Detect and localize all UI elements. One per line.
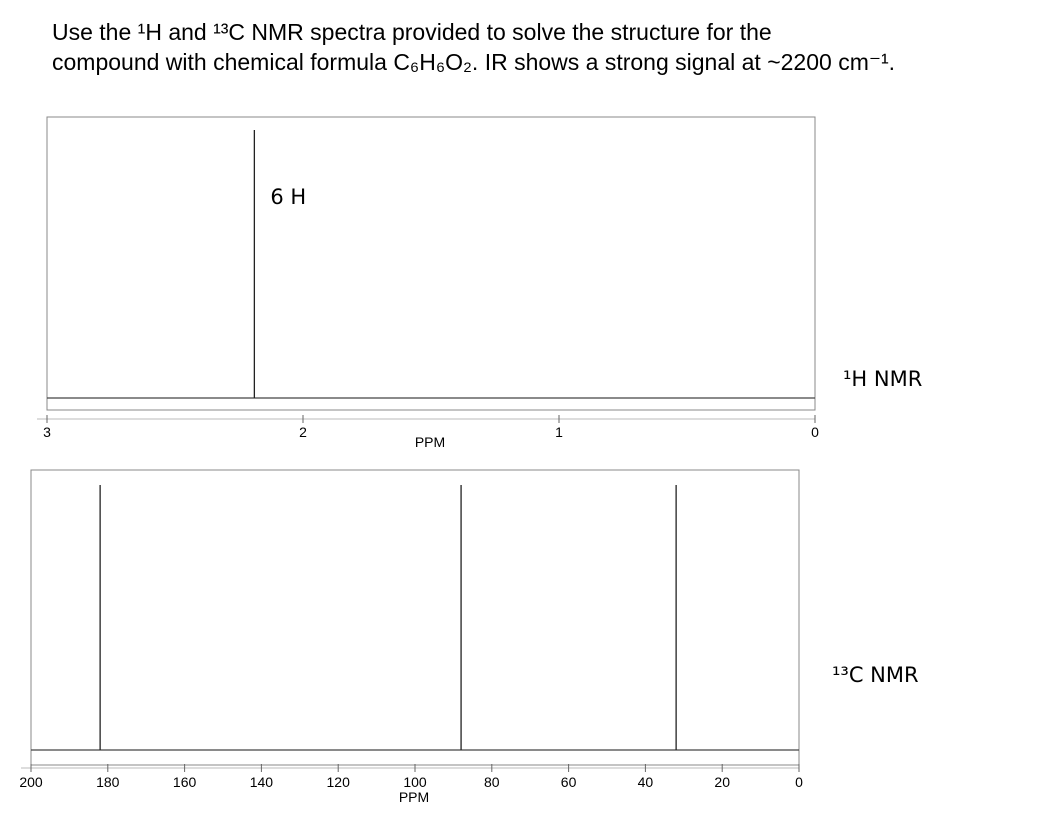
x-tick-label: 120 <box>327 774 351 790</box>
x-tick-label: 80 <box>484 774 500 790</box>
question-line: compound with chemical formula C₆H₆O₂. I… <box>52 49 895 75</box>
x-tick-label: 180 <box>96 774 120 790</box>
x-tick-label: 60 <box>561 774 577 790</box>
spectrum-label: ¹³C NMR <box>832 663 919 687</box>
peak-annotation: 6 H <box>270 185 306 209</box>
plot-frame <box>46 116 816 411</box>
x-tick-label: 140 <box>250 774 274 790</box>
x-tick-label: 40 <box>638 774 654 790</box>
question-line: Use the ¹H and ¹³C NMR spectra provided … <box>52 19 772 45</box>
x-tick-label: 160 <box>173 774 197 790</box>
x-tick-label: 1 <box>555 424 563 440</box>
x-tick-label: 0 <box>795 774 803 790</box>
x-axis-label: PPM <box>415 434 445 450</box>
x-tick-label: 20 <box>714 774 730 790</box>
x-tick-label: 0 <box>811 424 819 440</box>
spectrum-label: ¹H NMR <box>843 367 922 391</box>
plot-frame <box>30 469 800 766</box>
x-tick-label: 100 <box>403 774 427 790</box>
x-tick-label: 2 <box>299 424 307 440</box>
x-tick-label: 3 <box>43 424 51 440</box>
x-tick-label: 200 <box>19 774 43 790</box>
x-axis-label: PPM <box>399 789 429 805</box>
